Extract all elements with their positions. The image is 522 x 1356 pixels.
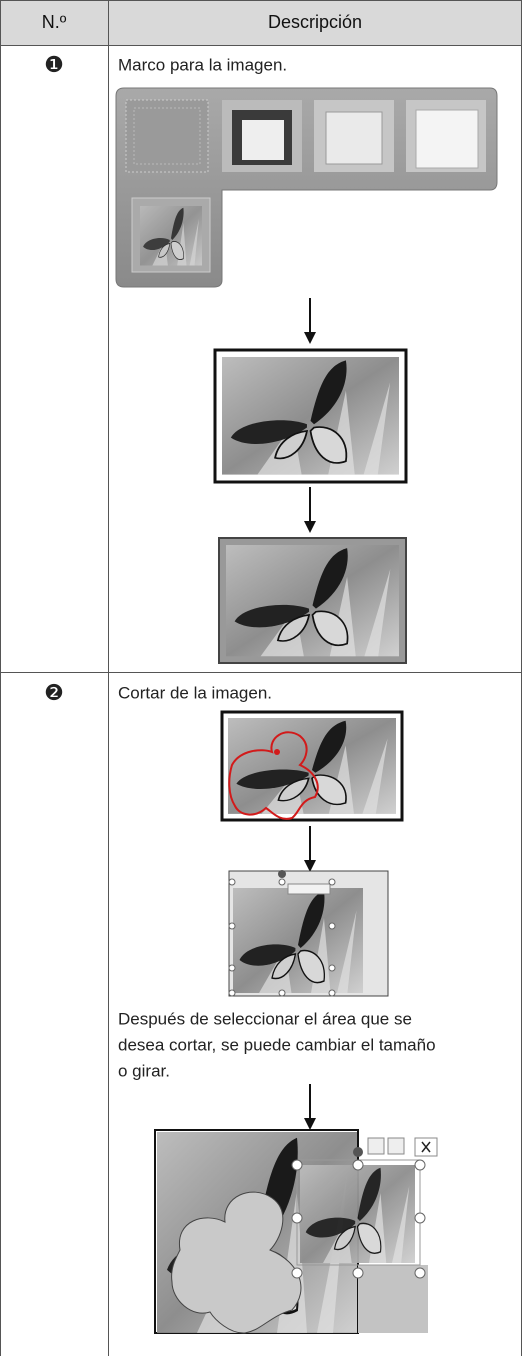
header-description: Descripción [268,12,362,32]
header-bg [0,0,522,45]
note-line: desea cortar, se puede cambiar el tamaño [118,1035,436,1054]
row-number: ❶ [44,53,64,78]
photo-cut-result [154,1129,438,1335]
arrow [303,486,317,534]
photo-cut-select [228,870,389,997]
arrow [303,1083,317,1131]
note-line: o girar. [118,1061,170,1080]
photo-frame-black [213,348,408,484]
photo-cut-outline [220,710,404,822]
row-number: ❷ [44,681,64,706]
row-caption: Marco para la imagen. [118,55,287,74]
header-number: N.º [42,12,67,32]
row-caption: Cortar de la imagen. [118,683,272,702]
arrow [303,825,317,873]
note-line: Después de seleccionar el área que se [118,1009,412,1028]
frame-palette [115,87,498,288]
arrow [303,297,317,345]
photo-frame-gray [218,537,407,664]
